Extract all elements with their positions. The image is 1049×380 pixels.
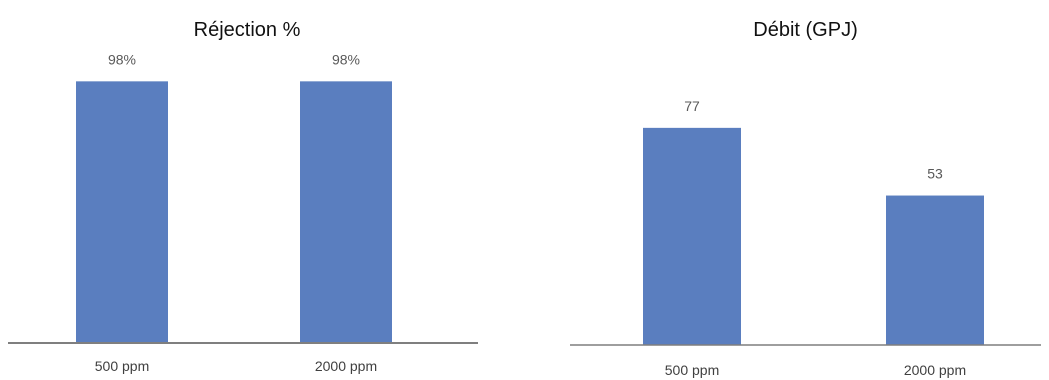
category-label-debit-1: 500 ppm xyxy=(665,362,719,378)
category-label-rejection-2: 2000 ppm xyxy=(315,358,377,374)
category-label-debit-2: 2000 ppm xyxy=(904,362,966,378)
chart-title-debit: Débit (GPJ) xyxy=(753,19,857,41)
data-label-debit-2: 53 xyxy=(927,166,943,182)
category-label-rejection-1: 500 ppm xyxy=(95,358,149,374)
bar-debit-1 xyxy=(643,127,741,345)
data-label-debit-1: 77 xyxy=(684,98,700,114)
bar-rejection-2 xyxy=(300,81,392,343)
bar-debit-2 xyxy=(886,195,984,345)
bar-rejection-1 xyxy=(76,81,168,343)
data-label-rejection-2: 98% xyxy=(332,51,360,67)
chart-title-rejection: Réjection % xyxy=(194,19,301,41)
data-label-rejection-1: 98% xyxy=(108,51,136,67)
